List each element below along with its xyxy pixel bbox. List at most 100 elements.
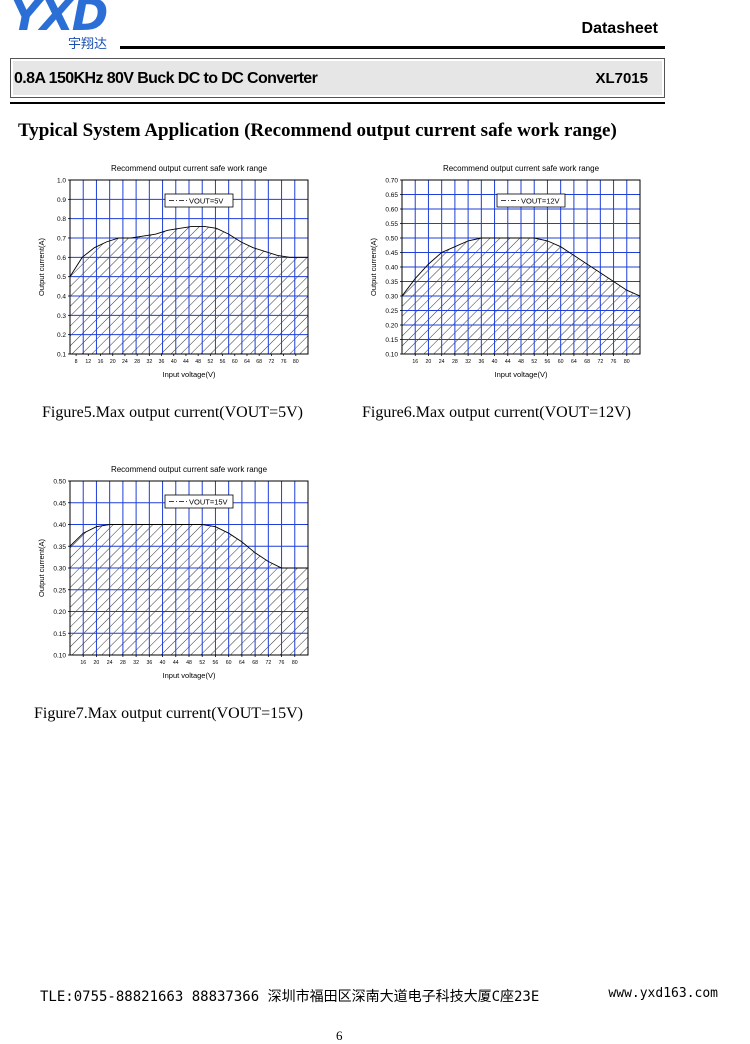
footer-contact: TLE:0755-88821663 88837366 深圳市福田区深南大道电子科…: [40, 989, 540, 1005]
x-axis-label: Input voltage(V): [495, 370, 548, 379]
y-tick-label: 0.50: [53, 479, 66, 486]
logo-subtitle: 宇翔达: [68, 37, 108, 52]
y-tick-label: 0.10: [53, 653, 66, 660]
x-tick-label: 28: [452, 359, 458, 365]
y-tick-label: 0.2: [57, 332, 66, 339]
x-tick-label: 60: [232, 359, 238, 365]
figure-7-chart: Recommend output current safe work range…: [30, 459, 330, 689]
title-divider: [10, 102, 665, 104]
x-tick-label: 52: [207, 359, 213, 365]
chart-title: Recommend output current safe work range: [111, 465, 268, 474]
y-tick-label: 0.15: [385, 337, 398, 344]
x-tick-label: 32: [146, 359, 152, 365]
x-tick-label: 44: [505, 359, 511, 365]
y-tick-label: 0.45: [53, 500, 66, 507]
figure-6-caption: Figure6.Max output current(VOUT=12V): [362, 404, 631, 421]
x-tick-label: 52: [531, 359, 537, 365]
y-tick-label: 0.10: [385, 352, 398, 359]
y-tick-label: 0.25: [385, 308, 398, 315]
logo-wordmark: YXD: [10, 0, 108, 41]
x-tick-label: 16: [80, 660, 86, 666]
y-tick-label: 0.15: [53, 631, 66, 638]
x-tick-label: 36: [478, 359, 484, 365]
product-title: 0.8A 150KHz 80V Buck DC to DC Converter: [14, 70, 318, 87]
y-tick-label: 0.35: [385, 279, 398, 286]
grid: [70, 180, 308, 354]
x-tick-label: 76: [281, 359, 287, 365]
x-tick-label: 56: [213, 660, 219, 666]
footer-website: www.yxd163.com: [608, 986, 718, 1001]
x-tick-label: 48: [186, 660, 192, 666]
x-tick-label: 40: [171, 359, 177, 365]
x-tick-label: 16: [98, 359, 104, 365]
y-tick-label: 0.55: [385, 221, 398, 228]
chart-title: Recommend output current safe work range: [443, 164, 600, 173]
y-tick-label: 0.8: [57, 216, 66, 223]
x-tick-label: 60: [558, 359, 564, 365]
figure-7-caption: Figure7.Max output current(VOUT=15V): [34, 705, 303, 722]
y-tick-label: 0.40: [53, 522, 66, 529]
x-tick-label: 80: [292, 660, 298, 666]
legend: VOUT=5V: [164, 193, 234, 208]
part-number: XL7015: [595, 70, 648, 87]
legend-label: VOUT=15V: [189, 498, 228, 507]
x-tick-label: 32: [133, 660, 139, 666]
series-line: [69, 225, 308, 277]
x-tick-label: 56: [545, 359, 551, 365]
y-tick-label: 0.30: [385, 294, 398, 301]
x-tick-label: 44: [183, 359, 189, 365]
x-tick-label: 28: [134, 359, 140, 365]
x-tick-label: 24: [122, 359, 128, 365]
x-tick-label: 48: [195, 359, 201, 365]
x-tick-label: 36: [159, 359, 165, 365]
y-tick-label: 0.70: [385, 178, 398, 185]
x-tick-label: 72: [597, 359, 603, 365]
figure-6-chart: Recommend output current safe work range…: [362, 158, 662, 388]
x-tick-label: 40: [492, 359, 498, 365]
y-tick-label: 0.30: [53, 566, 66, 573]
x-tick-label: 72: [268, 359, 274, 365]
chart-svg-vout-15v: Recommend output current safe work range…: [37, 465, 309, 680]
y-tick-label: 0.35: [53, 544, 66, 551]
y-tick-label: 0.65: [385, 192, 398, 199]
x-tick-label: 64: [571, 359, 577, 365]
y-tick-label: 0.20: [53, 609, 66, 616]
y-tick-label: 0.6: [57, 255, 66, 262]
figure-5-chart: Recommend output current safe work range…: [30, 158, 330, 388]
x-tick-label: 64: [244, 359, 250, 365]
legend: VOUT=15V: [164, 494, 234, 509]
x-tick-label: 24: [439, 359, 445, 365]
y-axis-label: Output current(A): [37, 238, 46, 296]
y-tick-label: 0.4: [57, 294, 66, 301]
y-tick-label: 0.1: [57, 352, 66, 359]
x-tick-label: 48: [518, 359, 524, 365]
x-tick-label: 76: [279, 660, 285, 666]
y-tick-label: 0.7: [57, 236, 66, 243]
y-tick-label: 0.20: [385, 323, 398, 330]
x-tick-label: 68: [256, 359, 262, 365]
x-tick-label: 72: [265, 660, 271, 666]
y-tick-label: 0.3: [57, 313, 66, 320]
y-tick-label: 0.25: [53, 587, 66, 594]
x-tick-label: 20: [94, 660, 100, 666]
y-tick-label: 1.0: [57, 178, 66, 185]
x-tick-label: 40: [160, 660, 166, 666]
y-axis-label: Output current(A): [37, 539, 46, 597]
x-tick-label: 44: [173, 660, 179, 666]
x-tick-label: 64: [239, 660, 245, 666]
x-tick-label: 56: [220, 359, 226, 365]
y-axis-label: Output current(A): [369, 238, 378, 296]
figure-5-caption: Figure5.Max output current(VOUT=5V): [42, 404, 303, 421]
x-tick-label: 8: [75, 359, 78, 365]
legend: VOUT=12V: [496, 193, 566, 208]
x-tick-label: 12: [85, 359, 91, 365]
x-tick-label: 20: [426, 359, 432, 365]
chart-svg-vout-12v: Recommend output current safe work range…: [369, 164, 641, 379]
x-tick-label: 28: [120, 660, 126, 666]
series-line: [69, 524, 308, 569]
x-tick-label: 60: [226, 660, 232, 666]
title-banner: [10, 58, 665, 98]
x-tick-label: 24: [107, 660, 113, 666]
x-tick-label: 52: [199, 660, 205, 666]
x-tick-label: 68: [584, 359, 590, 365]
